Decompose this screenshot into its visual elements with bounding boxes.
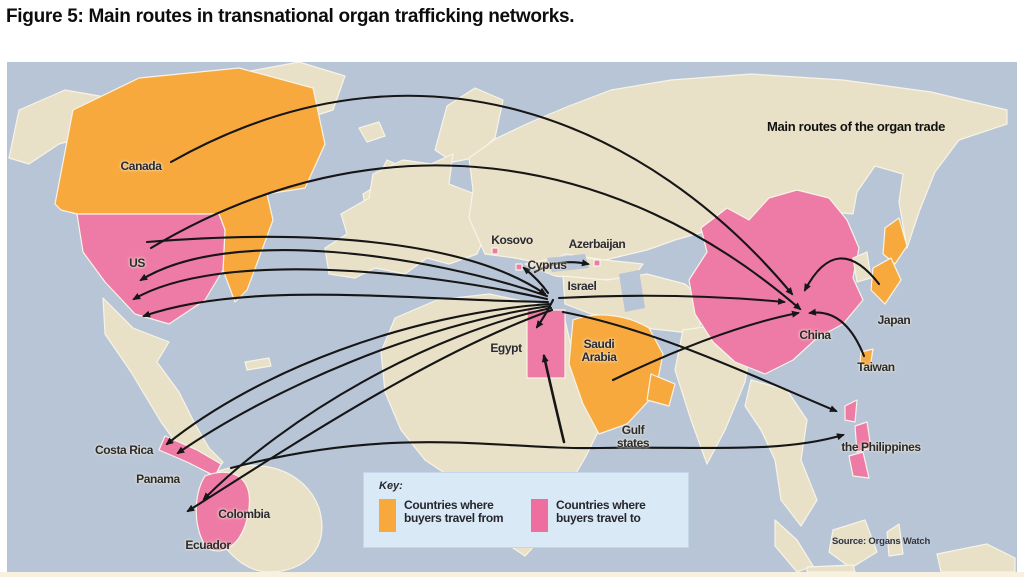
label-china: China [799, 328, 831, 342]
marker-kosovo [491, 247, 499, 255]
source-note: Source: Organs Watch [832, 536, 931, 547]
figure-title: Figure 5: Main routes in transnational o… [6, 6, 575, 27]
label-taiwan: Taiwan [857, 360, 895, 374]
land-sumatra [774, 519, 814, 572]
buyers-from-countries [54, 67, 908, 435]
route-arrow-hub-to-cyprus [522, 266, 550, 295]
label-japan: Japan [877, 313, 911, 327]
country-philippines [844, 399, 872, 479]
land-west-europe [324, 153, 488, 279]
country-saudi-arabia [568, 314, 664, 435]
marker-cyprus [515, 263, 523, 271]
world-map-canvas [7, 62, 1017, 572]
buyers-to-countries [76, 189, 872, 552]
map-inset-title: Main routes of the organ trade [766, 119, 946, 134]
label-us: US [129, 256, 145, 270]
label-kosovo: Kosovo [491, 233, 533, 247]
land-caribbean [244, 357, 272, 371]
label-israel: Israel [567, 279, 597, 293]
map-key: Key: Countries where buyers travel from … [363, 472, 689, 548]
route-arrow-hub-to-us-1 [139, 249, 549, 298]
route-arrow-hub-to-china [557, 294, 786, 305]
route-arrow-hub-to-azerbaijan [533, 259, 590, 274]
label-gulf-states: Gulf states [616, 423, 650, 451]
pink-swatch [531, 499, 548, 532]
route-arrow-us-to-hub [145, 235, 547, 296]
label-azerbaijan: Azerbaijan [568, 237, 626, 251]
country-japan-north [882, 217, 908, 265]
route-arrow-saudi-to-china [611, 310, 800, 382]
route-arrow-japan-to-china [803, 257, 881, 292]
route-arrow-hub-to-ecuador [186, 308, 554, 513]
land-indochina [744, 379, 818, 527]
route-arrow-taiwan-to-china [808, 308, 866, 358]
route-arrow-hub-to-philippines [561, 310, 838, 413]
land-iceland [358, 121, 386, 143]
label-egypt: Egypt [490, 341, 522, 355]
label-saudi-arabia: Saudi Arabia [581, 337, 617, 365]
label-costa-rica: Costa Rica [94, 443, 154, 457]
route-arrow-branch-to-egypt [541, 354, 566, 444]
land-scandinavia [434, 87, 504, 163]
route-arrows [132, 94, 881, 513]
route-arrow-hub-to-costa-rica [165, 302, 551, 446]
marker-azerbaijan [593, 259, 601, 267]
label-cyprus: Cyprus [527, 258, 567, 272]
route-arrow-canada-to-china-2 [149, 164, 802, 311]
key-item-buyers-to: Countries where buyers travel to [531, 498, 666, 532]
route-arrow-hub-to-us-2 [132, 268, 549, 301]
country-china [688, 189, 864, 375]
label-canada: Canada [120, 159, 162, 173]
country-japan-south [870, 257, 902, 305]
caspian-sea [619, 270, 645, 312]
label-colombia: Colombia [218, 507, 270, 521]
route-arrow-canada-to-china-1 [169, 94, 794, 296]
bottom-strip [0, 572, 1024, 577]
land-java [806, 564, 856, 572]
route-arrow-hub-to-us-3 [142, 293, 550, 318]
key-item-label: Countries where buyers travel from [404, 498, 504, 526]
world-map-figure: Main routes of the organ trade Canada US… [7, 62, 1017, 572]
key-item-buyers-from: Countries where buyers travel from [379, 498, 514, 532]
country-gulf-states [646, 373, 676, 407]
land-sulawesi [886, 523, 904, 557]
route-arrow-hub-to-egypt-rect [535, 298, 555, 329]
route-arrow-gulf-to-philippines [229, 433, 845, 470]
route-arrow-hub-to-panama [176, 304, 552, 455]
land-new-guinea [936, 543, 1016, 572]
key-title: Key: [379, 480, 403, 492]
label-ecuador: Ecuador [185, 538, 231, 552]
label-philippines: the Philippines [841, 440, 921, 454]
orange-swatch [379, 499, 396, 532]
label-panama: Panama [136, 472, 180, 486]
land-mexico-central-america [102, 297, 224, 477]
country-us [76, 213, 226, 325]
land-borneo [828, 519, 878, 569]
key-item-label: Countries where buyers travel to [556, 498, 646, 526]
